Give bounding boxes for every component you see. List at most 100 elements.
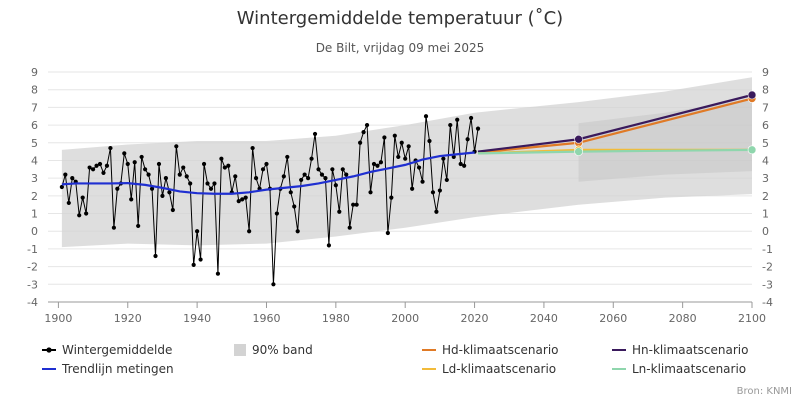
observation-point	[201, 161, 207, 167]
observation-point	[430, 190, 436, 195]
band-inner-area	[578, 98, 752, 182]
x-tick-label: 2000	[391, 312, 419, 325]
observation-point	[451, 154, 456, 160]
observation-point	[139, 154, 144, 160]
observation-point	[66, 200, 71, 206]
observation-point	[420, 179, 425, 184]
x-tick-label: 2060	[599, 312, 627, 325]
band-layer	[61, 77, 752, 248]
observation-point	[97, 161, 103, 167]
observation-point	[396, 154, 401, 160]
y-tick-label-left: 0	[31, 225, 38, 238]
y-tick-label-left: 4	[31, 154, 38, 167]
legend-symbol-band	[234, 344, 246, 356]
observation-point	[184, 174, 189, 179]
y-tick-label-left: -2	[27, 261, 38, 274]
observation-point	[156, 161, 162, 167]
observation-point	[94, 163, 99, 168]
observation-point	[188, 181, 193, 186]
observation-point	[302, 172, 307, 177]
observation-point	[125, 161, 130, 167]
y-tick-label-left: 9	[31, 66, 38, 79]
observation-point	[104, 163, 110, 168]
observation-point	[333, 183, 338, 188]
observation-point	[309, 156, 314, 161]
legend-label: 90% band	[252, 343, 313, 357]
observation-point	[243, 195, 248, 200]
observation-point	[351, 202, 356, 207]
observation-point	[233, 174, 238, 179]
observation-point	[253, 176, 259, 181]
scenario-marker-Hn	[574, 134, 583, 144]
observation-point	[437, 188, 442, 193]
observation-point	[371, 161, 377, 167]
observation-point	[347, 225, 352, 230]
observation-point	[274, 211, 279, 216]
legend: Wintergemiddelde 90% band Hd-klimaatscenar…	[42, 343, 748, 376]
observation-point	[465, 137, 470, 142]
x-tick-label: 1920	[114, 312, 142, 325]
scenario-marker-Ln	[574, 147, 583, 156]
observation-point	[281, 174, 286, 179]
x-tick-label: 1980	[322, 312, 350, 325]
observation-point	[163, 176, 169, 181]
series-layer	[59, 90, 757, 287]
observation-point	[160, 193, 165, 198]
y-tick-label-right: -4	[762, 296, 773, 309]
y-tick-label-right: 5	[762, 137, 769, 150]
observation-point	[299, 177, 304, 183]
scenario-marker-Hn	[747, 90, 757, 100]
observation-point	[101, 170, 106, 175]
observation-point	[385, 230, 390, 236]
observation-point	[247, 229, 252, 234]
observation-point	[323, 176, 328, 181]
legend-label: Hd-klimaatscenario	[442, 343, 559, 357]
y-tick-label-left: 1	[31, 208, 38, 221]
observation-point	[195, 229, 200, 234]
observation-point	[226, 163, 231, 168]
observation-point	[111, 225, 116, 230]
source-credit: Bron: KNMI	[737, 386, 792, 397]
axis-ticks: -4 -4 -3 -3 -2 -2 -1 -1 0 0 1 1 2 2 3 3 4 4 5 5 6 6 7 7 8 8 9 9 1900…	[27, 66, 773, 325]
observation-point	[250, 145, 255, 151]
legend-label: Wintergemiddelde	[62, 343, 172, 357]
observation-point	[84, 211, 89, 216]
observation-point	[434, 209, 439, 214]
observation-point	[77, 213, 82, 218]
observation-point	[132, 160, 137, 165]
chart-title: Wintergemiddelde temperatuur (˚C)	[237, 8, 563, 29]
y-tick-label-right: 0	[762, 225, 769, 238]
observation-point	[136, 223, 141, 229]
observation-point	[319, 172, 325, 177]
y-tick-label-right: 9	[762, 66, 769, 79]
y-tick-label-left: 2	[31, 190, 38, 203]
observation-point	[462, 163, 467, 168]
observation-point	[87, 165, 92, 170]
observation-point	[305, 176, 311, 181]
observation-point	[90, 167, 96, 172]
legend-label: Hn-klimaatscenario	[632, 343, 748, 357]
observation-point	[240, 197, 245, 202]
observation-point	[295, 229, 300, 234]
y-tick-label-right: 6	[762, 119, 769, 132]
x-tick-label: 1960	[252, 312, 280, 325]
observation-point	[392, 133, 397, 138]
observation-point	[378, 160, 384, 165]
observation-point	[403, 156, 408, 161]
observation-point	[344, 172, 349, 177]
x-tick-label: 1940	[183, 312, 211, 325]
observation-point	[198, 257, 203, 262]
observation-point	[264, 161, 269, 167]
y-tick-label-left: 3	[31, 172, 38, 185]
observation-point	[423, 114, 429, 119]
observation-point	[271, 282, 276, 287]
observation-point	[149, 186, 155, 191]
y-tick-label-right: 8	[762, 84, 769, 97]
y-tick-label-right: 3	[762, 172, 769, 185]
observation-point	[316, 167, 321, 172]
observation-point	[416, 165, 422, 170]
legend-label: Ld-klimaatscenario	[442, 362, 556, 376]
observation-point	[427, 138, 432, 144]
observation-point	[222, 165, 227, 170]
